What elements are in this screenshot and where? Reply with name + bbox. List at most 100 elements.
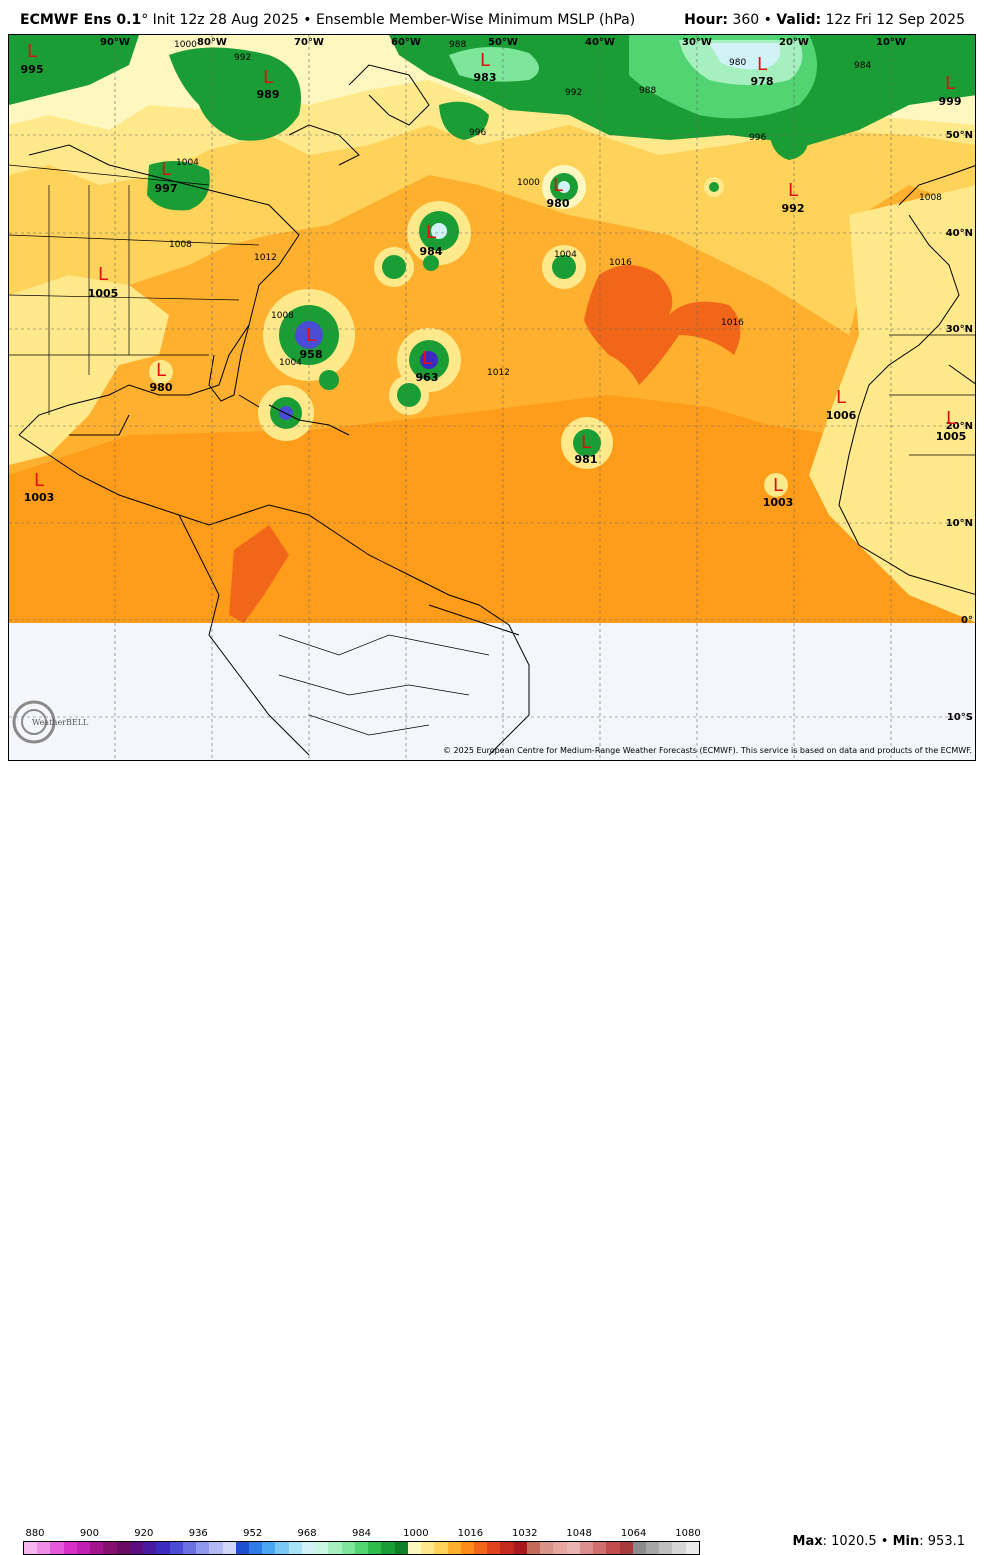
colorbar-swatch xyxy=(513,1542,527,1554)
high-area-1016 xyxy=(584,265,741,385)
colorbar-swatch xyxy=(685,1542,699,1554)
colorbar-swatch xyxy=(619,1542,633,1554)
svg-text:L: L xyxy=(836,387,846,408)
low-marker[interactable]: L 997 xyxy=(155,159,178,195)
low-core xyxy=(397,383,421,407)
map-title: ECMWF Ens 0.1° Init 12z 28 Aug 2025 • En… xyxy=(20,12,635,28)
colorbar-tick-label: 900 xyxy=(79,1528,99,1539)
colorbar-swatch xyxy=(354,1542,369,1554)
colorbar-swatch xyxy=(460,1542,474,1554)
colorbar-swatch xyxy=(116,1542,130,1554)
colorbar-swatch xyxy=(63,1542,77,1554)
low-marker[interactable]: L 963 xyxy=(416,348,439,384)
low-core xyxy=(382,255,406,279)
low-core xyxy=(423,255,439,271)
colorbar-swatch xyxy=(368,1542,382,1554)
svg-text:963: 963 xyxy=(416,371,439,384)
weatherbell-logo: WeatherBELL xyxy=(12,700,89,744)
colorbar-swatch xyxy=(566,1542,580,1554)
colorbar-tick-label: 936 xyxy=(188,1528,208,1539)
svg-text:978: 978 xyxy=(751,75,774,88)
colorbar-swatch xyxy=(579,1542,594,1554)
svg-text:L: L xyxy=(306,325,316,346)
colorbar-swatch xyxy=(288,1542,302,1554)
colorbar-tick-label: 984 xyxy=(351,1528,372,1539)
colorbar-tick-label: 1016 xyxy=(457,1528,484,1539)
svg-text:L: L xyxy=(422,348,432,369)
low-core xyxy=(552,255,576,279)
colorbar-swatch xyxy=(659,1542,673,1554)
colorbar-swatch xyxy=(672,1542,686,1554)
colorbar-swatch xyxy=(248,1542,263,1554)
colorbar-tick-label: 1080 xyxy=(675,1528,701,1539)
svg-text:L: L xyxy=(945,73,955,94)
graticule xyxy=(9,35,975,760)
colorbar-tick-label: 1064 xyxy=(620,1528,647,1539)
contour-label: 988 xyxy=(639,86,656,96)
svg-text:1006: 1006 xyxy=(826,409,857,422)
lat-label: 10°N xyxy=(946,518,973,529)
degree-sign: ° xyxy=(141,12,149,28)
low-area-green xyxy=(439,101,489,140)
bullet: • xyxy=(763,12,772,28)
svg-text:L: L xyxy=(480,50,490,71)
lat-label: 0° xyxy=(961,615,973,626)
colorbar-tick-label: 880 xyxy=(25,1528,45,1539)
contour-label: 1012 xyxy=(487,368,510,378)
longitude-labels: 90°W 80°W 70°W 60°W 50°W 40°W 30°W 20°W … xyxy=(100,37,906,48)
lon-label: 10°W xyxy=(876,37,906,48)
contour-label: 1012 xyxy=(254,253,277,263)
colorbar-swatch xyxy=(222,1542,236,1554)
low-core xyxy=(709,182,719,192)
contour-label: 1008 xyxy=(271,311,294,321)
contour-label: 980 xyxy=(729,58,746,68)
colorbar-swatch xyxy=(209,1542,223,1554)
copyright-notice: © 2025 European Centre for Medium-Range … xyxy=(443,746,972,755)
valid-value: 12z Fri 12 Sep 2025 xyxy=(825,12,965,28)
contour-label: 1008 xyxy=(169,240,192,250)
contour-label: 1004 xyxy=(176,158,199,168)
colorbar-tick-label: 1048 xyxy=(566,1528,592,1539)
valid-time: Hour: 360 • Valid: 12z Fri 12 Sep 2025 xyxy=(684,12,965,28)
low-marker[interactable]: L 958 xyxy=(300,325,323,361)
svg-text:L: L xyxy=(788,180,798,201)
colorbar-swatch xyxy=(143,1542,157,1554)
colorbar-swatch xyxy=(593,1542,607,1554)
contour-label: 1016 xyxy=(609,258,632,268)
contour-label: 996 xyxy=(469,128,486,138)
svg-text:984: 984 xyxy=(420,245,443,258)
colorbar-swatch xyxy=(156,1542,170,1554)
contour-label: 1000 xyxy=(517,178,540,188)
low-area-cyan xyxy=(709,43,781,70)
latitude-labels: 50°N 40°N 30°N 20°N 10°N 0° 10°S xyxy=(946,130,973,723)
svg-text:981: 981 xyxy=(575,453,598,466)
colorbar-swatch xyxy=(262,1542,276,1554)
colorbar-swatch xyxy=(606,1542,620,1554)
low-marker[interactable]: L 984 xyxy=(420,222,443,258)
low-eye xyxy=(558,181,570,193)
low-area-green xyxy=(169,47,301,141)
pressure-map[interactable]: 90°W 80°W 70°W 60°W 50°W 40°W 30°W 20°W … xyxy=(8,34,976,761)
lat-label: 50°N xyxy=(946,130,973,141)
contour-label: 1004 xyxy=(279,358,302,368)
colorbar-tick-label: 1000 xyxy=(403,1528,429,1539)
svg-text:L: L xyxy=(98,264,108,285)
colorbar-swatch xyxy=(301,1542,316,1554)
contour-label: 1008 xyxy=(919,193,942,203)
contour-labels: 1000 992 988 984 980 996 1004 1008 1012 … xyxy=(169,40,942,378)
